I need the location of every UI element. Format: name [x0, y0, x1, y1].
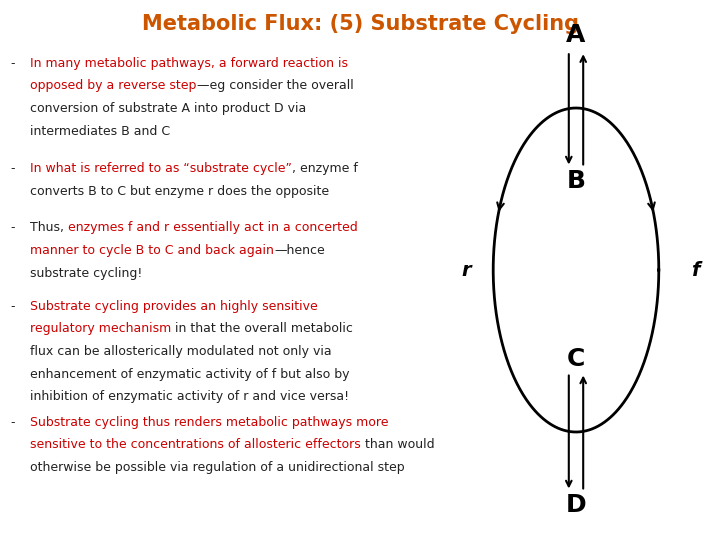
Text: f: f [690, 260, 699, 280]
Text: -: - [11, 57, 15, 70]
Text: sensitive to the concentrations of allosteric effectors: sensitive to the concentrations of allos… [30, 438, 361, 451]
Text: D: D [566, 493, 586, 517]
Text: manner to cycle B to C and back again: manner to cycle B to C and back again [30, 244, 274, 257]
Text: flux can be allosterically modulated not only via: flux can be allosterically modulated not… [30, 345, 332, 358]
Text: regulatory mechanism: regulatory mechanism [30, 322, 171, 335]
Text: -: - [11, 221, 15, 234]
Text: , enzyme f: , enzyme f [292, 162, 358, 175]
Text: in that the overall metabolic: in that the overall metabolic [171, 322, 354, 335]
Text: intermediates B and C: intermediates B and C [30, 125, 171, 138]
Text: B: B [567, 169, 585, 193]
Text: In many metabolic pathways, a forward reaction is: In many metabolic pathways, a forward re… [30, 57, 348, 70]
Text: than would: than would [361, 438, 435, 451]
Text: enzymes f and r essentially act in a concerted: enzymes f and r essentially act in a con… [68, 221, 358, 234]
Text: opposed by a reverse step: opposed by a reverse step [30, 79, 197, 92]
Text: Metabolic Flux: (5) Substrate Cycling: Metabolic Flux: (5) Substrate Cycling [142, 14, 578, 33]
Text: r: r [462, 260, 472, 280]
Text: substrate cycling!: substrate cycling! [30, 267, 143, 280]
Text: C: C [567, 347, 585, 371]
Text: conversion of substrate A into product D via: conversion of substrate A into product D… [30, 102, 307, 115]
Text: -: - [11, 162, 15, 175]
Text: -: - [11, 416, 15, 429]
Text: In what is referred to as “substrate cycle”: In what is referred to as “substrate cyc… [30, 162, 292, 175]
Text: converts B to C but enzyme r does the opposite: converts B to C but enzyme r does the op… [30, 185, 329, 198]
Text: inhibition of enzymatic activity of r and vice versa!: inhibition of enzymatic activity of r an… [30, 390, 349, 403]
Text: —eg consider the overall: —eg consider the overall [197, 79, 354, 92]
Text: enhancement of enzymatic activity of f but also by: enhancement of enzymatic activity of f b… [30, 368, 350, 381]
Text: otherwise be possible via regulation of a unidirectional step: otherwise be possible via regulation of … [30, 461, 405, 474]
Text: Substrate cycling thus renders metabolic pathways more: Substrate cycling thus renders metabolic… [30, 416, 389, 429]
Text: —hence: —hence [274, 244, 325, 257]
Text: Substrate cycling provides an highly sensitive: Substrate cycling provides an highly sen… [30, 300, 318, 313]
Text: -: - [11, 300, 15, 313]
Text: A: A [567, 23, 585, 47]
Text: Thus,: Thus, [30, 221, 68, 234]
